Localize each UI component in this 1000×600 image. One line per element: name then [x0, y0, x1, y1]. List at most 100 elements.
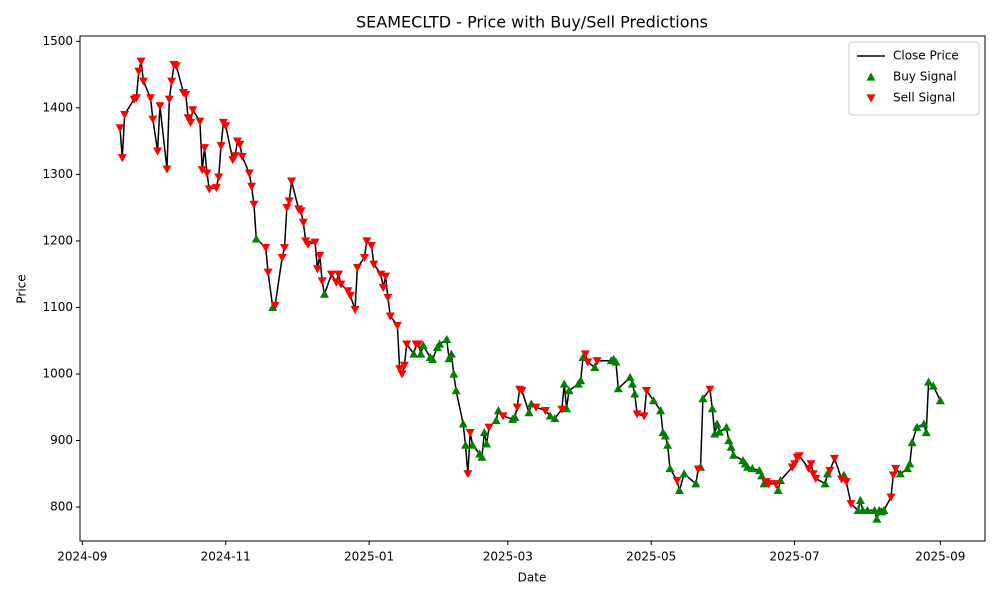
buy-marker — [418, 340, 428, 349]
sell-marker — [352, 263, 362, 273]
buy-marker — [820, 479, 830, 488]
buy-marker — [576, 376, 586, 385]
sell-marker — [385, 312, 395, 321]
buy-marker — [649, 396, 659, 405]
x-tick-label: 2024-09 — [57, 550, 107, 564]
buy-marker — [656, 406, 666, 415]
sell-marker — [693, 465, 703, 474]
sell-marker — [230, 152, 240, 161]
sell-marker — [837, 475, 847, 484]
sell-marker — [841, 478, 851, 487]
sell-marker — [303, 240, 313, 249]
sell-marker — [413, 340, 423, 349]
sell-marker — [402, 340, 412, 349]
buy-marker — [625, 372, 635, 381]
sell-marker — [195, 117, 205, 126]
buy-marker — [855, 495, 865, 505]
sell-marker — [134, 67, 144, 76]
buy-marker — [728, 450, 738, 459]
buy-marker — [707, 404, 717, 413]
buy-marker — [458, 419, 468, 428]
sell-marker — [705, 385, 715, 394]
sell-marker — [327, 270, 337, 279]
buy-marker — [550, 414, 560, 423]
sell-marker — [463, 470, 473, 479]
sell-marker — [211, 184, 221, 193]
sell-marker — [378, 283, 388, 293]
sell-marker — [188, 106, 198, 115]
sell-marker — [825, 466, 835, 475]
sell-marker — [115, 124, 125, 133]
buy-marker — [724, 436, 734, 445]
y-axis-label: Price — [15, 274, 29, 303]
sell-marker — [531, 403, 541, 412]
sell-marker — [263, 268, 273, 277]
sell-marker — [296, 207, 306, 216]
buy-marker — [773, 485, 783, 495]
sell-marker — [886, 493, 896, 502]
sell-marker — [592, 357, 602, 366]
buy-marker — [665, 463, 675, 473]
sell-marker — [287, 177, 297, 186]
legend-label: Buy Signal — [893, 70, 957, 84]
sell-marker — [153, 147, 163, 156]
buy-marker — [562, 404, 572, 413]
buy-marker — [611, 357, 621, 366]
y-tick-label: 900 — [50, 433, 73, 447]
legend-box — [848, 41, 980, 116]
sell-marker — [808, 470, 818, 479]
sell-marker — [312, 265, 322, 274]
buy-marker — [902, 463, 912, 473]
buy-marker — [468, 440, 478, 449]
sell-marker — [181, 90, 191, 100]
sell-marker — [395, 365, 405, 374]
sell-marker — [334, 270, 344, 279]
buy-marker — [428, 354, 438, 363]
sell-marker — [120, 110, 130, 120]
y-tick-label: 1100 — [42, 300, 73, 314]
sell-marker — [639, 412, 649, 421]
buy-marker — [907, 438, 917, 447]
sell-marker — [277, 253, 287, 263]
buy-marker — [895, 469, 905, 478]
x-axis-label: Date — [518, 571, 547, 585]
buy-marker — [747, 463, 757, 473]
buy-marker — [613, 384, 623, 393]
buy-marker — [674, 485, 684, 495]
sell-marker — [138, 77, 148, 86]
buy-marker — [442, 334, 452, 343]
sell-marker — [247, 182, 257, 191]
buy-marker — [679, 469, 689, 478]
sell-marker — [540, 406, 550, 416]
buy-marker — [251, 234, 261, 243]
sell-marker — [846, 500, 856, 509]
buy-marker — [435, 339, 445, 348]
sell-marker — [794, 452, 804, 461]
legend-swatch — [866, 94, 876, 103]
buy-marker — [491, 416, 501, 425]
sell-marker — [484, 423, 494, 432]
sell-marker — [317, 277, 327, 286]
sell-marker — [369, 260, 379, 269]
buy-marker — [630, 389, 640, 398]
buy-marker — [449, 369, 459, 378]
buy-marker — [912, 422, 922, 431]
sell-marker — [270, 301, 280, 310]
sell-marker — [162, 165, 172, 174]
y-tick-label: 1500 — [42, 34, 73, 48]
buy-marker — [823, 469, 833, 478]
sell-marker — [171, 62, 181, 71]
buy-marker — [559, 379, 569, 388]
sell-marker — [642, 387, 652, 396]
sell-marker — [315, 251, 325, 261]
sell-marker — [512, 403, 522, 412]
sell-marker — [397, 370, 407, 379]
sell-marker — [146, 94, 156, 103]
buy-marker — [564, 386, 574, 395]
x-tick-label: 2024-11 — [201, 550, 251, 564]
buy-marker — [446, 349, 456, 358]
sell-marker — [237, 152, 247, 161]
sell-marker — [891, 464, 901, 473]
